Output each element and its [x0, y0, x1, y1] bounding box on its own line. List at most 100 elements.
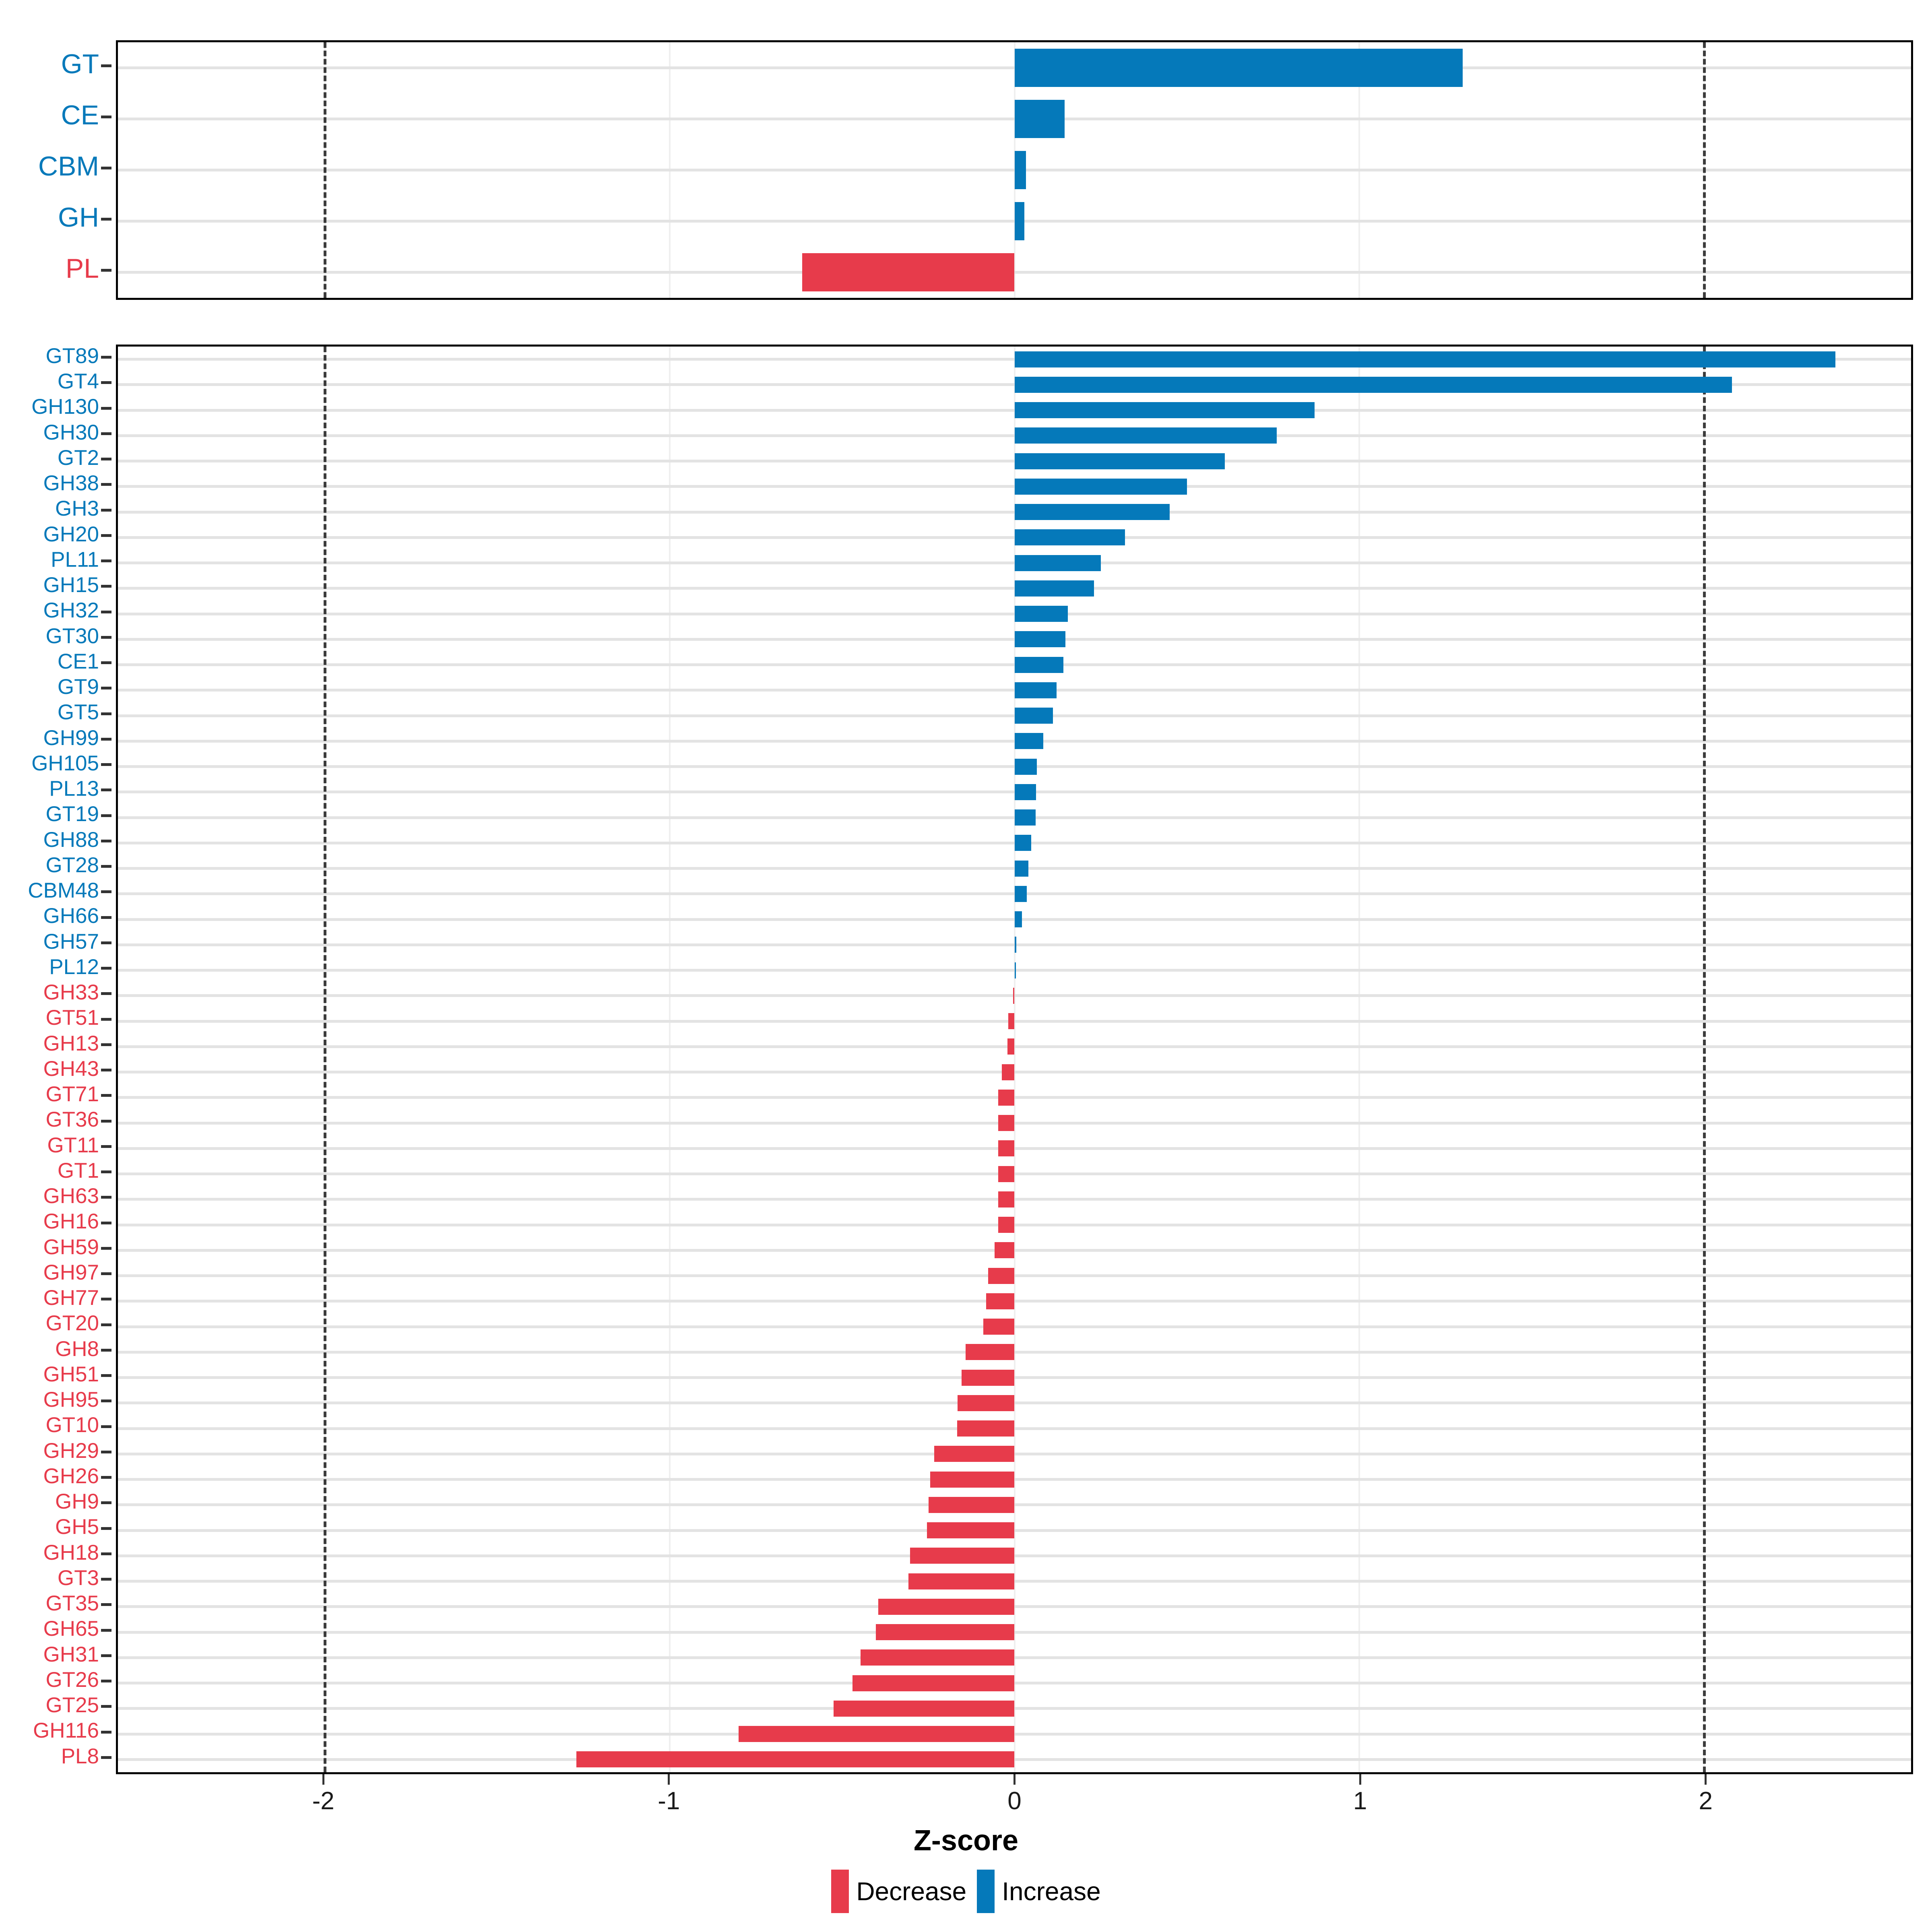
bar-GH99[interactable]	[1014, 733, 1044, 749]
bar-GT20[interactable]	[983, 1319, 1015, 1335]
bar-GT9[interactable]	[1014, 682, 1057, 698]
y-gridline	[118, 1147, 1911, 1150]
legend-swatch-increase	[977, 1870, 995, 1913]
y-axis-tick	[101, 407, 111, 410]
bar-GT[interactable]	[1014, 49, 1463, 87]
bar-GH57[interactable]	[1014, 937, 1016, 953]
bar-CBM48[interactable]	[1014, 886, 1027, 902]
bar-GH130[interactable]	[1014, 402, 1315, 419]
bar-GH13[interactable]	[1007, 1038, 1015, 1055]
bar-GH95[interactable]	[958, 1395, 1015, 1411]
y-axis-tick	[101, 610, 111, 613]
bar-GH97[interactable]	[988, 1267, 1015, 1284]
bar-GT25[interactable]	[833, 1700, 1015, 1717]
bar-GH59[interactable]	[994, 1242, 1015, 1259]
reference-line	[324, 42, 327, 298]
bar-GT28[interactable]	[1014, 860, 1028, 877]
bar-GT5[interactable]	[1014, 708, 1053, 724]
y-axis-tick	[101, 1450, 111, 1453]
bar-GH38[interactable]	[1014, 478, 1187, 495]
x-axis-tick	[668, 1774, 670, 1785]
bar-GT36[interactable]	[998, 1115, 1015, 1131]
bar-GT89[interactable]	[1014, 351, 1835, 367]
bar-GH63[interactable]	[998, 1191, 1015, 1208]
bar-GH33[interactable]	[1013, 987, 1015, 1004]
bar-PL8[interactable]	[576, 1751, 1015, 1768]
bar-GT30[interactable]	[1014, 631, 1066, 648]
bar-GT51[interactable]	[1008, 1013, 1015, 1030]
y-gridline	[118, 1529, 1911, 1532]
bar-GH51[interactable]	[961, 1369, 1015, 1386]
y-axis-label-GH65: GH65	[43, 1617, 99, 1641]
y-axis-tick	[101, 661, 111, 665]
bar-GH26[interactable]	[930, 1471, 1015, 1488]
legend-item-increase[interactable]: Increase	[977, 1870, 1101, 1913]
bar-GH15[interactable]	[1014, 580, 1094, 597]
legend-label-increase: Increase	[1002, 1877, 1101, 1906]
y-axis-tick	[101, 687, 111, 690]
y-axis-tick	[101, 1018, 111, 1021]
reference-line	[1703, 347, 1706, 1772]
y-axis-label-GT28: GT28	[45, 853, 99, 877]
bar-GH32[interactable]	[1014, 606, 1068, 622]
bar-GT3[interactable]	[908, 1573, 1015, 1589]
bar-PL13[interactable]	[1014, 784, 1036, 800]
y-axis-label-GT4: GT4	[57, 369, 99, 394]
y-axis-tick	[101, 712, 111, 715]
bar-GH9[interactable]	[929, 1496, 1015, 1513]
bar-GH65[interactable]	[876, 1624, 1015, 1641]
bar-GH77[interactable]	[986, 1293, 1015, 1309]
bar-GH8[interactable]	[965, 1344, 1015, 1360]
bar-PL12[interactable]	[1014, 962, 1016, 978]
legend-item-decrease[interactable]: Decrease	[831, 1870, 966, 1913]
y-axis-tick	[101, 1476, 111, 1479]
y-axis-tick	[101, 1705, 111, 1708]
bar-GH66[interactable]	[1014, 911, 1022, 928]
bar-PL[interactable]	[802, 253, 1015, 291]
panel-family-level: GT CE CBM GH PL	[0, 0, 1932, 306]
y-axis-label-GT20: GT20	[45, 1311, 99, 1335]
reference-line	[324, 347, 327, 1772]
y-axis-tick	[101, 941, 111, 944]
bar-GH31[interactable]	[861, 1649, 1015, 1666]
x-axis-tick	[1705, 1774, 1707, 1785]
y-gridline	[118, 1198, 1911, 1201]
x-axis-tick-label: 2	[1699, 1787, 1713, 1815]
bar-GH16[interactable]	[998, 1217, 1015, 1233]
bar-CE[interactable]	[1014, 100, 1065, 138]
y-axis-tick	[101, 1501, 111, 1505]
bar-CBM[interactable]	[1014, 151, 1026, 189]
x-axis-tick-label: -1	[658, 1787, 680, 1815]
bar-GH43[interactable]	[1001, 1064, 1015, 1080]
bar-GH29[interactable]	[934, 1446, 1015, 1462]
bar-GH88[interactable]	[1014, 835, 1032, 851]
bar-GH18[interactable]	[910, 1548, 1015, 1564]
bar-GT71[interactable]	[998, 1089, 1015, 1106]
y-axis-tick	[101, 814, 111, 817]
bar-GT10[interactable]	[957, 1420, 1015, 1437]
bar-PL11[interactable]	[1014, 555, 1101, 571]
bar-GT1[interactable]	[998, 1166, 1015, 1182]
bar-GH116[interactable]	[739, 1726, 1015, 1742]
bar-GT11[interactable]	[998, 1140, 1015, 1157]
y-axis-tick	[101, 788, 111, 792]
y-axis-label-PL12: PL12	[49, 955, 99, 979]
y-axis-label-GH77: GH77	[43, 1286, 99, 1310]
bar-CE1[interactable]	[1014, 656, 1064, 673]
bar-GT2[interactable]	[1014, 453, 1225, 469]
y-axis-label-GH8: GH8	[55, 1337, 99, 1361]
y-axis-label-GT10: GT10	[45, 1413, 99, 1437]
bar-GT19[interactable]	[1014, 809, 1036, 826]
bar-GT35[interactable]	[878, 1598, 1015, 1615]
bar-GT26[interactable]	[852, 1675, 1015, 1691]
bar-GT4[interactable]	[1014, 376, 1732, 393]
y-axis-label-PL11: PL11	[51, 547, 99, 572]
bar-GH20[interactable]	[1014, 529, 1125, 546]
y-gridline	[118, 1682, 1911, 1685]
bar-GH105[interactable]	[1014, 758, 1037, 775]
bar-GH[interactable]	[1014, 202, 1025, 240]
bar-GH5[interactable]	[927, 1522, 1015, 1539]
bar-GH3[interactable]	[1014, 504, 1170, 520]
y-axis-label-GH63: GH63	[43, 1184, 99, 1208]
bar-GH30[interactable]	[1014, 427, 1277, 444]
